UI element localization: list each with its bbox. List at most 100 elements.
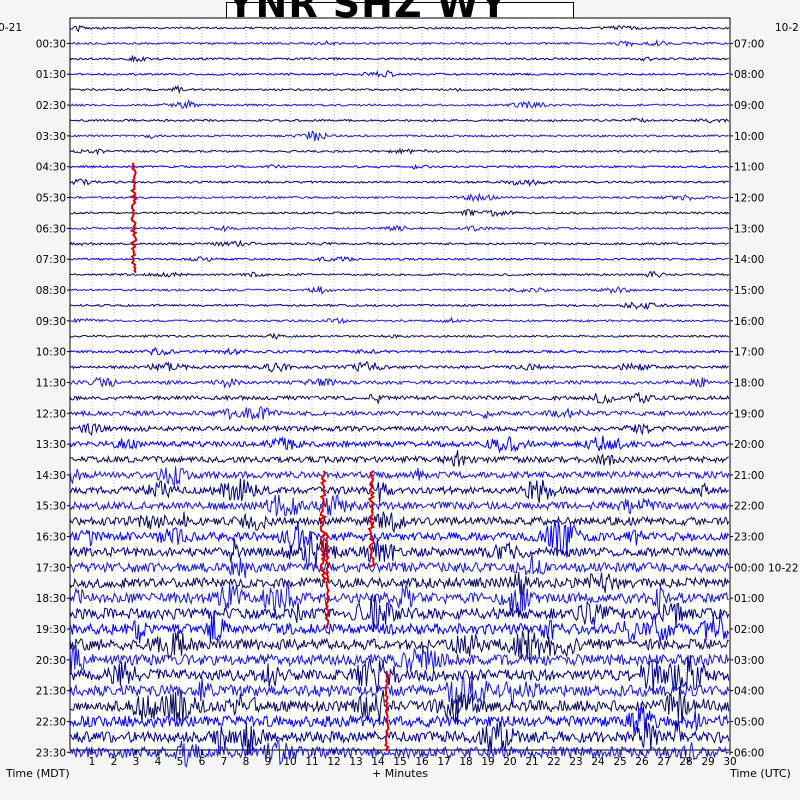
right-time-label: 00:00 xyxy=(734,562,764,574)
seismic-trace xyxy=(69,84,730,95)
x-tick-label: 11 xyxy=(305,756,318,768)
seismic-trace xyxy=(69,346,729,357)
right-time-label: 03:00 xyxy=(734,655,764,667)
left-time-label: 04:30 xyxy=(36,162,66,174)
seismic-trace xyxy=(69,654,730,693)
left-time-label: 22:30 xyxy=(36,716,66,728)
seismic-trace xyxy=(69,332,730,340)
right-time-label: 19:00 xyxy=(734,408,764,420)
seismic-trace xyxy=(69,703,730,735)
right-time-label: 20:00 xyxy=(734,439,764,451)
x-tick-label: 29 xyxy=(701,756,714,768)
right-time-label: 13:00 xyxy=(734,223,764,235)
seismic-trace xyxy=(69,285,730,295)
right-time-label: 11:00 xyxy=(734,162,764,174)
right-time-label: 16:00 xyxy=(734,316,764,328)
x-axis-title: + Minutes xyxy=(372,767,429,780)
right-time-label: 15:00 xyxy=(734,285,764,297)
right-time-label: 04:00 xyxy=(734,686,764,698)
seismic-trace xyxy=(69,435,730,454)
x-tick-label: 18 xyxy=(459,756,472,768)
left-time-label: 17:30 xyxy=(36,562,66,574)
x-tick-label: 10 xyxy=(283,756,296,768)
x-tick-label: 5 xyxy=(177,756,184,768)
x-tick-label: 7 xyxy=(221,756,228,768)
x-tick-label: 23 xyxy=(569,756,582,768)
x-tick-label: 16 xyxy=(415,756,429,768)
seismic-trace xyxy=(69,98,730,109)
seismic-trace xyxy=(69,740,729,768)
x-tick-label: 1 xyxy=(89,756,96,768)
x-tick-label: 17 xyxy=(437,756,450,768)
event-mark xyxy=(367,470,376,568)
seismic-trace xyxy=(69,532,730,569)
right-time-label: 14:00 xyxy=(734,254,764,266)
seismic-trace xyxy=(69,450,729,467)
left-time-label: 02:30 xyxy=(36,100,66,112)
x-tick-label: 30 xyxy=(723,756,736,768)
right-axis-title: Time (UTC) xyxy=(730,767,791,780)
event-mark xyxy=(324,532,330,629)
right-time-label: 05:00 xyxy=(734,716,764,728)
x-tick-label: 25 xyxy=(613,756,626,768)
left-axis-title: Time (MDT) xyxy=(6,767,70,780)
x-tick-label: 9 xyxy=(265,756,272,768)
left-time-label: 13:30 xyxy=(36,439,66,451)
x-tick-label: 4 xyxy=(155,756,162,768)
seismic-trace xyxy=(69,520,730,558)
right-time-label: 21:00 xyxy=(734,470,764,482)
seismic-trace xyxy=(69,571,730,596)
x-tick-label: 27 xyxy=(657,756,670,768)
right-date-label: 10-2 xyxy=(775,22,799,34)
left-time-label: 00:30 xyxy=(36,38,66,50)
left-time-label: 11:30 xyxy=(36,377,66,389)
seismic-trace xyxy=(69,422,730,436)
seismic-trace xyxy=(69,553,730,579)
seismic-trace xyxy=(69,224,730,233)
seismic-trace xyxy=(69,54,730,63)
left-time-label: 15:30 xyxy=(36,501,66,513)
event-mark xyxy=(384,670,390,752)
seismic-trace xyxy=(69,117,730,124)
left-time-label: 18:30 xyxy=(36,593,66,605)
seismic-trace xyxy=(69,301,730,311)
right-time-label: 12:00 xyxy=(734,193,764,205)
left-time-label: 01:30 xyxy=(36,69,66,81)
x-tick-label: 19 xyxy=(481,756,494,768)
seismic-trace xyxy=(69,629,730,664)
right-time-label: 07:00 xyxy=(734,38,764,50)
mid-date-label: 10-22 xyxy=(768,562,799,574)
left-time-label: 23:30 xyxy=(36,747,66,759)
x-tick-label: 26 xyxy=(635,756,649,768)
x-tick-label: 14 xyxy=(371,756,385,768)
x-tick-label: 8 xyxy=(243,756,250,768)
seismic-trace xyxy=(69,675,730,714)
seismic-trace xyxy=(69,644,730,673)
left-date-label: 10-21 xyxy=(0,22,22,34)
left-time-label: 12:30 xyxy=(36,408,66,420)
seismic-trace xyxy=(69,717,730,756)
left-time-label: 09:30 xyxy=(36,316,66,328)
left-time-label: 19:30 xyxy=(36,624,66,636)
right-time-label: 17:00 xyxy=(734,347,764,359)
seismic-trace xyxy=(69,466,730,486)
right-time-label: 09:00 xyxy=(734,100,764,112)
seismic-trace xyxy=(69,610,730,644)
left-time-label: 08:30 xyxy=(36,285,66,297)
right-time-label: 01:00 xyxy=(734,593,764,605)
seismic-trace xyxy=(69,130,729,142)
seismic-trace xyxy=(69,406,730,421)
x-tick-label: 21 xyxy=(525,756,538,768)
seismic-trace xyxy=(69,208,730,217)
seismic-trace xyxy=(69,69,729,78)
seismic-trace xyxy=(69,255,729,263)
x-tick-label: 24 xyxy=(591,756,605,768)
left-time-label: 16:30 xyxy=(36,532,66,544)
left-time-label: 10:30 xyxy=(36,347,66,359)
seismic-trace xyxy=(69,511,730,534)
x-tick-label: 12 xyxy=(327,756,340,768)
x-tick-label: 6 xyxy=(199,756,206,768)
seismic-trace xyxy=(69,391,730,405)
seismic-trace xyxy=(69,163,729,170)
x-tick-label: 13 xyxy=(349,756,362,768)
